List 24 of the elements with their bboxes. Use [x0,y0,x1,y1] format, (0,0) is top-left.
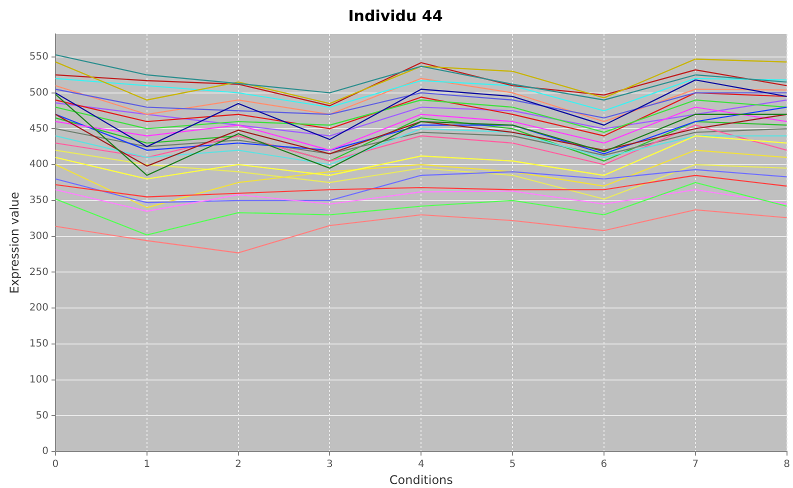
x-tick-label: 8 [784,459,790,470]
y-tick-label: 300 [29,230,48,242]
x-tick-label: 3 [326,459,333,470]
x-axis-title: Conditions [389,472,453,487]
y-tick-label: 50 [36,410,48,422]
x-tick-label: 6 [600,459,608,470]
y-tick-label: 0 [42,446,48,458]
y-tick-label: 450 [29,123,48,134]
y-axis-title: Expression value [7,192,22,294]
y-tick-label: 150 [29,338,48,350]
x-tick-label: 2 [235,459,242,470]
y-tick-label: 200 [29,302,48,314]
y-tick-label: 500 [29,87,48,98]
y-tick-label: 550 [29,52,48,63]
x-tick-label: 1 [144,459,150,470]
x-tick-label: 4 [418,459,424,470]
x-tick-label: 5 [509,459,516,470]
chart-title: Individu 44 [348,6,443,25]
x-tick-label: 7 [692,459,699,470]
y-tick-label: 250 [29,266,48,278]
y-tick-label: 400 [29,159,48,170]
y-tick-label: 100 [29,374,48,386]
x-tick-label: 0 [52,459,59,470]
y-tick-label: 350 [29,195,48,206]
